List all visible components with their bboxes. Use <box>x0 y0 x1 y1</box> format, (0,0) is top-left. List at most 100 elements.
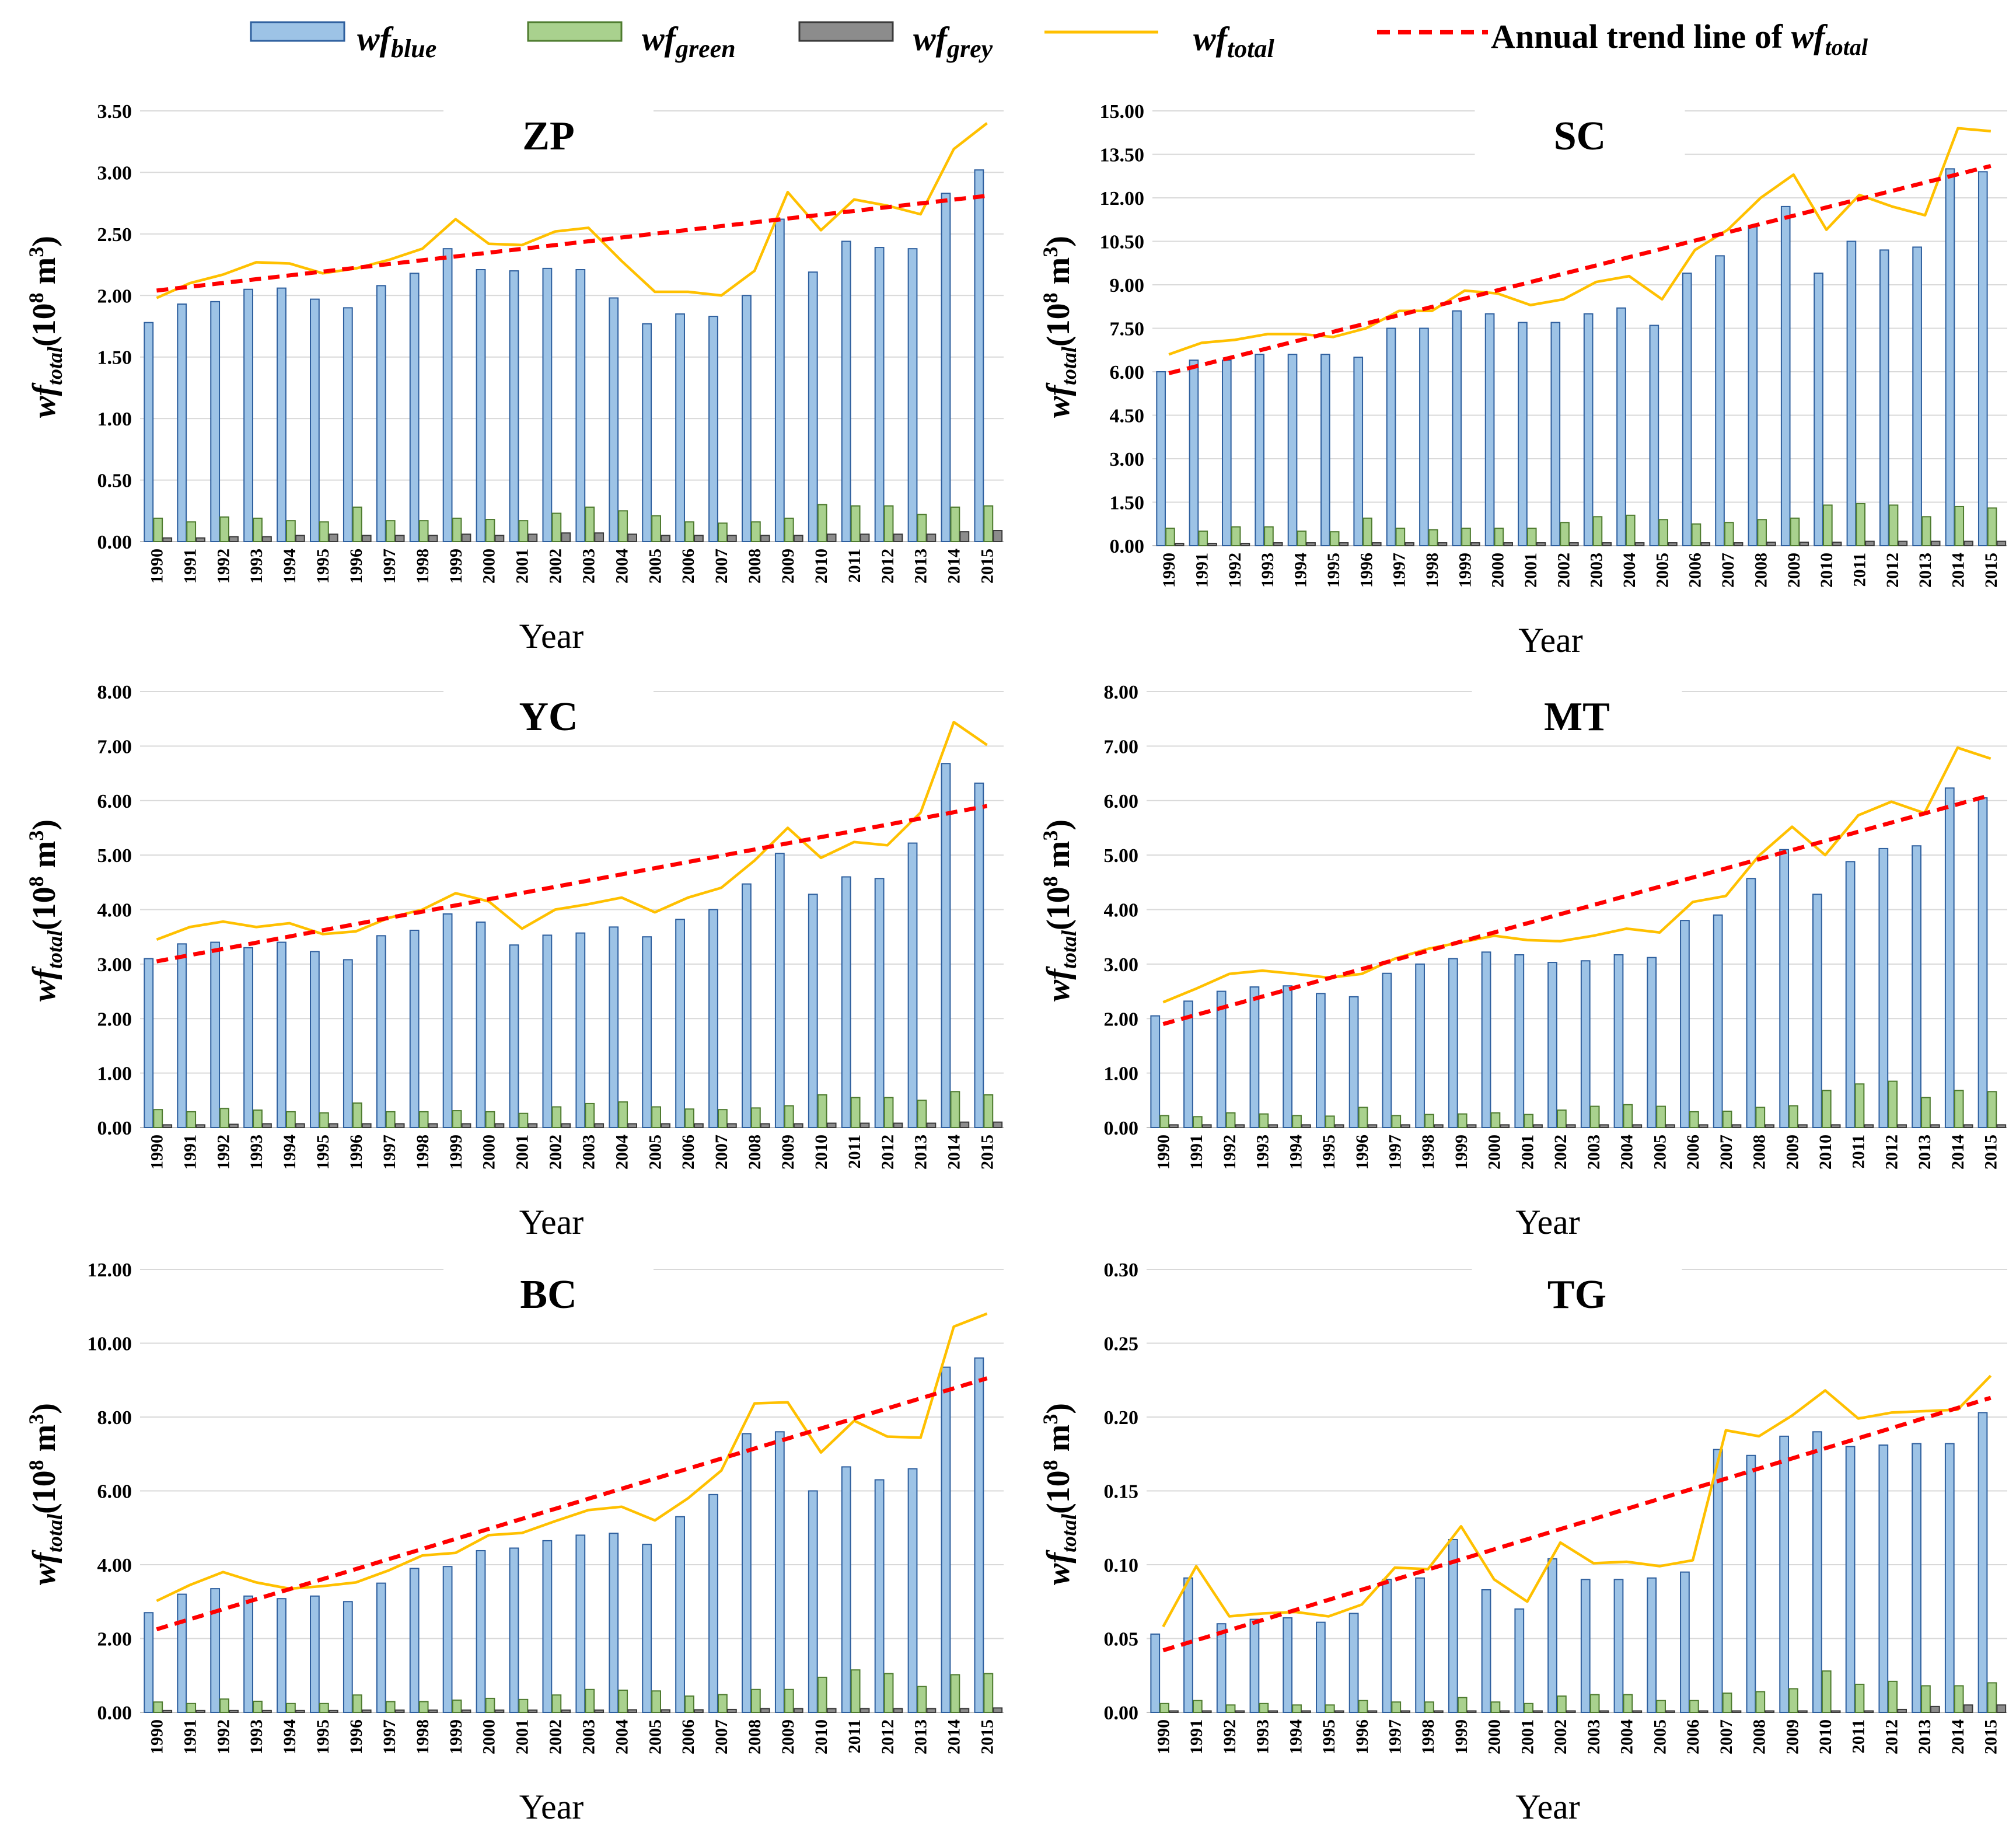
x-tick-label: 2002 <box>1554 553 1573 588</box>
x-tick-label: 2009 <box>1783 1135 1802 1170</box>
bar-wf-grey <box>428 1709 438 1714</box>
bar-wf-blue <box>609 1533 619 1714</box>
x-tick-label: 1994 <box>1286 1135 1305 1170</box>
x-tick-label: 2013 <box>1916 553 1935 588</box>
bar-wf-green <box>1821 1670 1832 1713</box>
bar-wf-blue <box>476 1550 486 1714</box>
bar-wf-green <box>1854 1083 1865 1129</box>
y-tick-label: 4.00 <box>97 1555 132 1576</box>
y-axis-title-part: 3 <box>1039 1414 1062 1425</box>
bar-wf-blue <box>1419 327 1429 546</box>
bar-wf-blue <box>1748 226 1758 546</box>
bar-wf-green <box>618 1101 628 1129</box>
bar-wf-grey <box>1996 1704 2007 1714</box>
bar-wf-green <box>684 1695 694 1713</box>
bar-wf-green <box>618 1690 628 1714</box>
bar-wf-green <box>153 517 163 542</box>
x-tick-label: 2012 <box>1882 1719 1901 1754</box>
bar-wf-grey <box>826 1708 837 1714</box>
bar-wf-blue <box>575 269 586 542</box>
panel-title: MT <box>1544 695 1610 739</box>
bar-wf-grey <box>1930 540 1941 546</box>
y-axis-title-part: 3 <box>25 1414 48 1425</box>
bar-wf-green <box>1954 1685 1964 1713</box>
x-axis-title: Year <box>519 1203 584 1241</box>
bar-wf-blue <box>243 947 253 1129</box>
bar-wf-green <box>418 1701 429 1713</box>
x-tick-label: 2009 <box>1784 553 1804 588</box>
bar-wf-grey <box>1466 1124 1477 1129</box>
x-axis-title: Year <box>519 617 584 655</box>
x-tick-label: 1994 <box>280 1135 299 1170</box>
x-tick-label: 1999 <box>1455 553 1475 588</box>
bar-wf-blue <box>1912 845 1921 1128</box>
bar-wf-green <box>1954 1090 1964 1129</box>
x-tick-label: 2008 <box>745 1135 764 1170</box>
x-tick-label: 2010 <box>812 549 831 584</box>
bar-wf-blue <box>177 1593 187 1714</box>
panel-tg: 0.00 0.05 0.10 0.15 0.20 0.25 0.30 1990 1991 1992… <box>1039 1259 2007 1826</box>
bar-wf-green <box>1424 1701 1434 1714</box>
bar-wf-blue <box>1944 1443 1955 1714</box>
bar-wf-blue <box>675 1516 685 1713</box>
x-tick-label: 1992 <box>1220 1719 1239 1754</box>
y-axis-title-part: total <box>43 930 67 969</box>
legend-label-green: wfgreen <box>642 20 736 63</box>
y-axis-title-part: (10 <box>1040 1470 1077 1514</box>
bar-wf-green <box>750 1688 761 1713</box>
bar-wf-grey <box>1500 1710 1510 1713</box>
bar-wf-grey <box>361 535 372 543</box>
x-tick-label: 2008 <box>745 549 764 584</box>
bar-wf-grey <box>1301 1124 1311 1129</box>
bar-wf-green <box>286 1702 296 1714</box>
bar-wf-blue <box>1580 1579 1591 1714</box>
bar-wf-green <box>319 1112 329 1128</box>
x-tick-label: 2011 <box>1849 1135 1868 1168</box>
x-tick-label: 2007 <box>1717 1135 1736 1170</box>
bar-wf-green <box>1691 523 1701 546</box>
x-tick-label: 1996 <box>347 549 366 584</box>
y-tick-label: 0.00 <box>1110 536 1145 557</box>
bar-wf-green <box>817 1094 827 1128</box>
bar-wf-grey <box>1930 1705 1940 1713</box>
bar-wf-green <box>1424 1114 1434 1128</box>
bar-wf-blue <box>1977 1412 1988 1713</box>
bar-wf-blue <box>1713 914 1723 1129</box>
bar-wf-blue <box>1249 986 1260 1129</box>
bar-wf-blue <box>177 943 187 1129</box>
bar-wf-grey <box>1832 542 1842 546</box>
bar-wf-blue <box>841 240 851 543</box>
bar-wf-grey <box>1665 1710 1675 1713</box>
legend-swatch-blue <box>250 21 345 42</box>
bar-wf-grey <box>162 1124 173 1129</box>
bar-wf-grey <box>1533 1124 1543 1129</box>
bar-wf-blue <box>907 248 918 542</box>
bar-wf-green <box>784 517 794 542</box>
y-tick-label: 10.50 <box>1100 232 1145 253</box>
bar-wf-green <box>784 1688 794 1713</box>
y-tick-label: 6.00 <box>97 791 132 812</box>
y-tick-label: 6.00 <box>1104 791 1139 812</box>
bar-wf-green <box>1292 1115 1302 1129</box>
x-tick-label: 2000 <box>480 1719 499 1754</box>
bar-wf-green <box>253 1109 263 1128</box>
legend-label-trend-main: wf <box>1791 18 1829 55</box>
bar-wf-grey <box>1533 1710 1543 1713</box>
x-tick-label: 2007 <box>712 1719 731 1754</box>
bar-wf-green <box>1259 1702 1269 1714</box>
x-tick-label: 2001 <box>513 1719 532 1754</box>
x-tick-label: 1996 <box>1353 1135 1372 1170</box>
y-axis-title-part: 8 <box>25 1460 48 1470</box>
x-tick-label: 2008 <box>745 1719 764 1754</box>
x-tick-label: 2000 <box>1485 1719 1504 1754</box>
bar-wf-green <box>950 1674 960 1714</box>
x-tick-label: 1991 <box>180 1135 200 1170</box>
x-tick-label: 1990 <box>1154 1135 1173 1170</box>
bar-wf-grey <box>926 533 937 542</box>
bar-wf-green <box>1623 1694 1633 1713</box>
x-tick-label: 1999 <box>446 1719 466 1754</box>
bar-wf-blue <box>1283 985 1293 1128</box>
bar-wf-blue <box>1316 993 1326 1128</box>
bar-wf-grey <box>1201 1710 1212 1713</box>
x-tick-label: 2012 <box>878 1719 897 1754</box>
